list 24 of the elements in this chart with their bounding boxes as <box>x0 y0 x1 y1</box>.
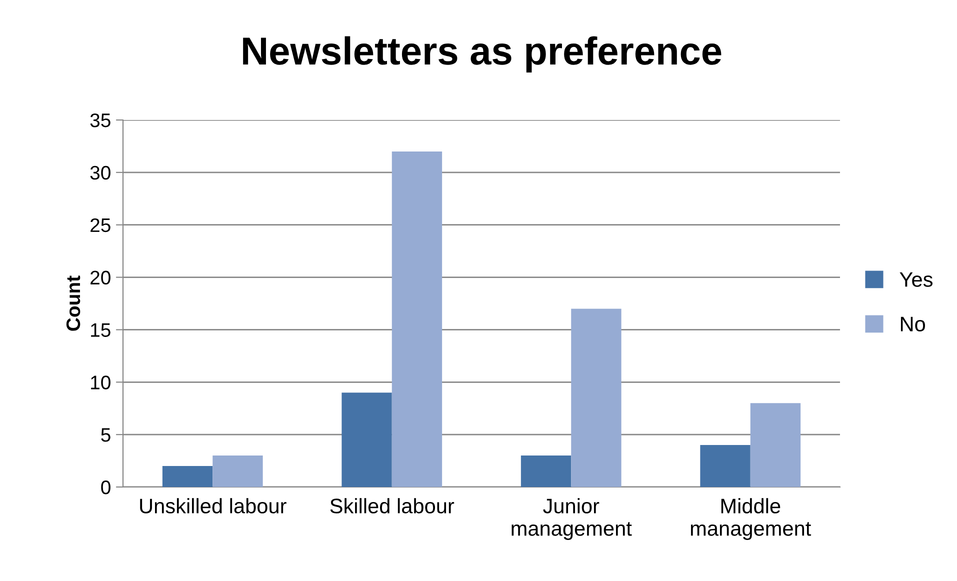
bar <box>342 392 392 487</box>
bar <box>162 466 213 487</box>
legend-label: No <box>900 316 926 332</box>
y-axis-title: Count <box>66 276 80 331</box>
y-tick-label: 20 <box>90 270 110 285</box>
x-tick-label: Unskilled labour <box>140 498 286 514</box>
bar <box>571 308 622 487</box>
chart-title: Newsletters as preference <box>243 36 722 73</box>
y-tick-label: 10 <box>91 376 110 390</box>
y-tick-label: 30 <box>90 166 110 180</box>
x-tick-label: Middle management <box>690 498 812 540</box>
legend-label: Yes <box>900 272 932 287</box>
y-tick-label: 0 <box>101 480 110 494</box>
y-tick-label: 25 <box>90 218 110 232</box>
bar <box>750 403 801 487</box>
bar <box>700 445 750 487</box>
y-tick-label: 15 <box>91 323 110 337</box>
bar <box>520 456 572 487</box>
x-tick-label: Junior management <box>512 498 632 540</box>
y-tick-label: 5 <box>101 428 110 442</box>
bar <box>212 456 263 487</box>
y-tick-label: 35 <box>90 113 110 128</box>
x-tick-label: Skilled labour <box>330 498 454 514</box>
bar <box>392 151 442 487</box>
